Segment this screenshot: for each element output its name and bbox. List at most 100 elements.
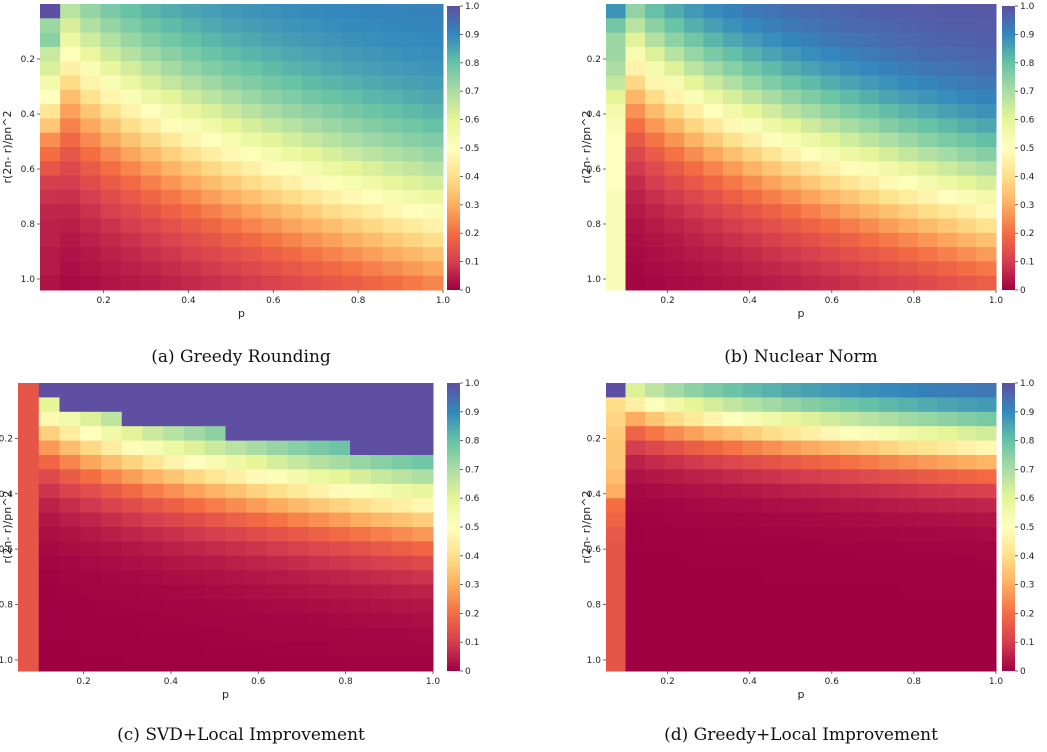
heatmap-cell	[80, 218, 101, 234]
heatmap-cell	[840, 627, 860, 643]
heatmap-cell	[241, 247, 263, 262]
heatmap-cell	[350, 483, 372, 499]
heatmap-cell	[18, 627, 40, 643]
heatmap-cell	[281, 4, 303, 19]
heatmap-cell	[684, 189, 704, 205]
heatmap-cell	[781, 483, 802, 499]
heatmap-cell	[382, 218, 404, 234]
heatmap-cell	[261, 189, 283, 205]
heatmap-cell	[204, 440, 226, 456]
heatmap-cell	[221, 61, 242, 76]
heatmap-cell	[625, 118, 646, 134]
heatmap-cell	[976, 656, 997, 672]
heatmap-cell	[121, 498, 143, 514]
heatmap-cell	[287, 512, 309, 528]
heatmap-cell	[898, 642, 919, 658]
heatmap-cell	[625, 627, 646, 643]
heatmap-cell	[937, 18, 958, 34]
heatmap-cell	[898, 411, 919, 427]
heatmap-cell	[181, 46, 202, 62]
heatmap-cell	[362, 118, 384, 134]
heatmap-cell	[80, 397, 102, 413]
heatmap-cell	[100, 61, 122, 76]
heatmap-cell	[723, 247, 743, 262]
heatmap-cell	[18, 555, 40, 571]
heatmap-cell	[160, 275, 182, 291]
caption-text: Greedy Rounding	[180, 347, 331, 367]
heatmap-cell	[957, 455, 977, 470]
heatmap-cell	[121, 426, 143, 442]
heatmap-cell	[281, 18, 303, 34]
heatmap-cell	[350, 627, 372, 643]
heatmap-cell	[645, 4, 665, 19]
heatmap-cell	[60, 18, 81, 34]
heatmap-cell	[241, 118, 263, 134]
x-tick-label: 0.8	[907, 677, 922, 687]
heatmap-cell	[625, 189, 646, 205]
heatmap-cell	[120, 18, 142, 34]
heatmap-cell	[703, 4, 724, 19]
heatmap-cell	[38, 599, 60, 614]
heatmap-cell	[859, 275, 880, 291]
heatmap-cell	[664, 275, 685, 291]
heatmap-cell	[762, 147, 782, 162]
heatmap-cell	[412, 527, 434, 542]
heatmap-cell	[370, 599, 392, 614]
heatmap-cell	[781, 613, 802, 629]
caption-text: SVD+Local Improvement	[145, 725, 365, 745]
heatmap-cell	[142, 411, 164, 427]
heatmap-cell	[625, 147, 646, 162]
x-tick-label: 0.8	[351, 296, 366, 306]
heatmap-cell	[645, 383, 665, 398]
heatmap-cell	[121, 411, 143, 427]
heatmap-cell	[391, 483, 413, 499]
heatmap-cell	[664, 132, 685, 148]
heatmap-cell	[840, 469, 860, 485]
heatmap-cell	[40, 46, 61, 62]
heatmap-cell	[120, 189, 142, 205]
y-tick-label: 1.0	[587, 656, 602, 666]
heatmap-cell	[246, 397, 268, 413]
heatmap-cell	[40, 218, 61, 234]
heatmap-cell	[40, 75, 61, 91]
heatmap-cell	[60, 218, 81, 234]
heatmap-cell	[281, 247, 303, 262]
heatmap-cell	[382, 132, 404, 148]
heatmap-cell	[342, 175, 363, 191]
heatmap-cell	[301, 147, 323, 162]
heatmap-cell	[625, 175, 646, 191]
heatmap-cell	[40, 175, 61, 191]
heatmap-cell	[664, 261, 685, 277]
heatmap-cell	[976, 261, 997, 277]
heatmap-cell	[937, 613, 958, 629]
heatmap-cell	[781, 584, 802, 600]
heatmap-cell	[201, 89, 222, 105]
heatmap-cell	[362, 218, 384, 234]
heatmap-cell	[840, 584, 860, 600]
heatmap-cell	[201, 247, 222, 262]
heatmap-cell	[391, 440, 413, 456]
heatmap-cell	[80, 118, 101, 134]
heatmap-cell	[859, 189, 880, 205]
heatmap-cell	[762, 627, 782, 643]
heatmap-cell	[742, 613, 763, 629]
heatmap-cell	[859, 383, 880, 398]
heatmap-cell	[742, 599, 763, 614]
heatmap-cell	[370, 656, 392, 672]
heatmap-cell	[762, 46, 782, 62]
heatmap-cell	[625, 383, 646, 398]
heatmap-cell	[59, 570, 81, 586]
heatmap-cell	[402, 247, 424, 262]
heatmap-cell	[301, 89, 323, 105]
heatmap-cell	[937, 61, 958, 76]
heatmap-cell	[246, 555, 268, 571]
heatmap-cell	[742, 132, 763, 148]
heatmap-cell	[140, 89, 162, 105]
heatmap-cell	[204, 599, 226, 614]
heatmap-cell	[267, 570, 289, 586]
heatmap-cell	[664, 32, 685, 48]
heatmap-cell	[120, 275, 142, 291]
heatmap-cell	[723, 527, 743, 542]
heatmap-cell	[840, 247, 860, 262]
heatmap-cell	[391, 512, 413, 528]
